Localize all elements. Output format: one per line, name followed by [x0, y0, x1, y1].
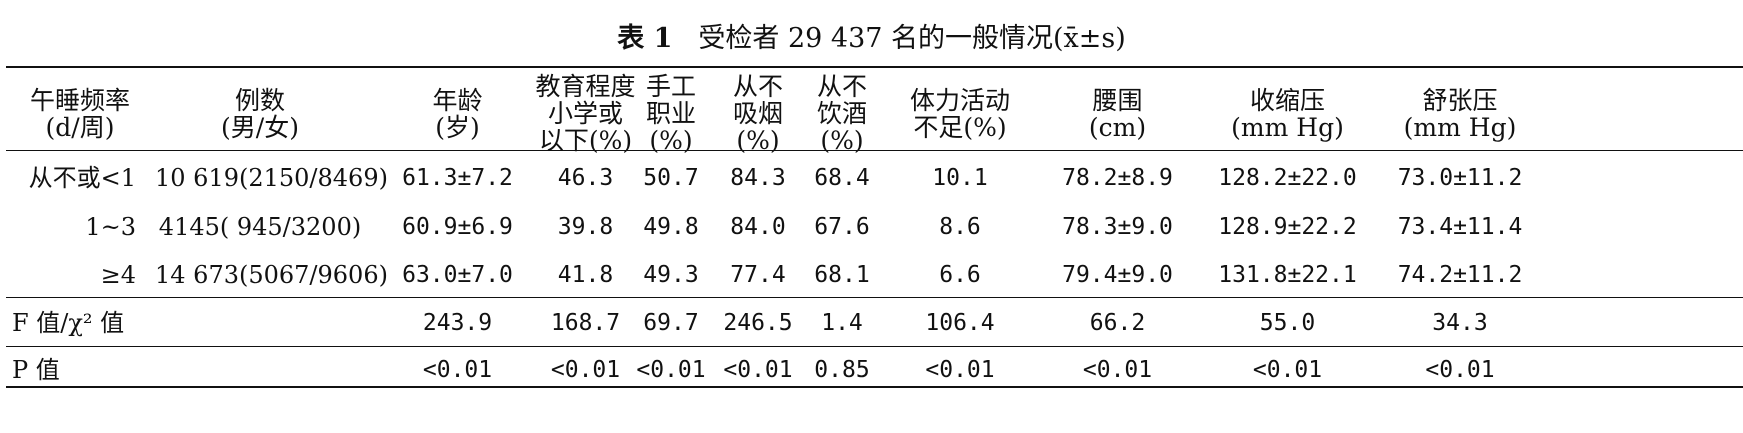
cell-never-drink: 67.6 [814, 214, 870, 240]
stat-activity: 106.4 [925, 310, 995, 336]
row-label: ≥4 [100, 261, 136, 289]
row-label: 从不或<1 [28, 164, 136, 192]
header-manual: 手工 职业 (%) [636, 73, 706, 154]
stat-label: F 值/χ² 值 [12, 309, 125, 337]
header-never-drink: 从不 饮酒 (%) [802, 73, 882, 154]
bottom-rule [6, 386, 1743, 388]
header-dbp: 舒张压 (mm Hg) [1380, 87, 1540, 141]
stat-never-smoke: 246.5 [723, 310, 793, 336]
cell-count: 14 673(5067/9606) [155, 261, 388, 289]
header-nap-frequency: 午睡频率 (d/周) [0, 87, 160, 141]
header-sbp: 收缩压 (mm Hg) [1205, 87, 1370, 141]
stat-rule [6, 346, 1743, 347]
cell-never-drink: 68.4 [814, 165, 870, 191]
cell-dbp: 73.4±11.4 [1397, 214, 1523, 240]
header-count: 例数 (男/女) [160, 87, 360, 141]
header-sbp-line1: 收缩压 [1249, 86, 1325, 115]
stat-never-drink: 1.4 [821, 310, 863, 336]
header-nap-frequency-line2: (d/周) [45, 113, 115, 142]
stat-age: <0.01 [422, 357, 493, 383]
cell-never-smoke: 84.3 [730, 165, 786, 191]
header-never-smoke-line1: 从不 [732, 72, 783, 101]
stat-manual: 69.7 [643, 310, 699, 336]
header-rule [6, 150, 1743, 151]
top-rule [6, 66, 1743, 68]
stat-waist: 66.2 [1089, 310, 1146, 336]
header-education-line3: 以下(%) [538, 126, 633, 155]
cell-never-smoke: 77.4 [730, 262, 786, 288]
cell-waist: 79.4±9.0 [1062, 262, 1173, 288]
stat-waist: <0.01 [1082, 357, 1153, 383]
header-education-line2: 小学或 [547, 99, 623, 128]
cell-education: 39.8 [557, 214, 614, 240]
body-rule [6, 297, 1743, 298]
header-activity-line2: 不足(%) [913, 113, 1007, 142]
header-waist-line1: 腰围 [1092, 86, 1143, 115]
cell-waist: 78.2±8.9 [1062, 165, 1173, 191]
cell-age: 61.3±7.2 [402, 165, 513, 191]
stat-sbp: 55.0 [1259, 310, 1316, 336]
cell-dbp: 73.0±11.2 [1397, 165, 1523, 191]
cell-dbp: 74.2±11.2 [1397, 262, 1523, 288]
cell-count: 4145( 945/3200) [158, 213, 362, 241]
header-education-line1: 教育程度 [535, 72, 636, 101]
cell-manual: 49.8 [643, 214, 699, 240]
stat-never-drink: 0.85 [814, 357, 870, 383]
table-caption: 表 1 受检者 29 437 名的一般情况(x̄±s) [0, 22, 1743, 56]
cell-manual: 49.3 [643, 262, 699, 288]
header-waist: 腰围 (cm) [1050, 87, 1185, 141]
header-dbp-line2: (mm Hg) [1403, 113, 1517, 142]
header-age-line1: 年龄 [432, 86, 483, 115]
header-age: 年龄 (岁) [390, 87, 525, 141]
cell-sbp: 128.9±22.2 [1218, 214, 1357, 240]
cell-count: 10 619(2150/8469) [155, 164, 388, 192]
row-label: 1~3 [85, 213, 136, 241]
stat-education: <0.01 [550, 357, 621, 383]
cell-activity: 6.6 [939, 262, 981, 288]
header-count-line2: (男/女) [221, 113, 299, 142]
header-never-smoke-line3: (%) [736, 126, 780, 155]
header-never-drink-line1: 从不 [816, 72, 867, 101]
cell-never-drink: 68.1 [814, 262, 870, 288]
caption-label: 表 1 [617, 23, 673, 54]
cell-age: 63.0±7.0 [402, 262, 513, 288]
header-manual-line2: 职业 [645, 99, 696, 128]
header-age-line2: (岁) [435, 113, 480, 142]
header-manual-line1: 手工 [645, 72, 696, 101]
stat-dbp: <0.01 [1425, 357, 1495, 383]
cell-education: 46.3 [557, 165, 614, 191]
header-never-smoke-line2: 吸烟 [732, 99, 783, 128]
stat-label: P 值 [12, 356, 60, 384]
cell-activity: 8.6 [939, 214, 981, 240]
header-never-drink-line3: (%) [820, 126, 864, 155]
cell-sbp: 128.2±22.0 [1218, 165, 1357, 191]
header-nap-frequency-line1: 午睡频率 [29, 86, 130, 115]
stat-age: 243.9 [422, 310, 493, 336]
header-activity-line1: 体力活动 [909, 86, 1010, 115]
header-count-line1: 例数 [234, 86, 285, 115]
header-sbp-line2: (mm Hg) [1231, 113, 1344, 142]
stat-education: 168.7 [550, 310, 621, 336]
cell-education: 41.8 [557, 262, 614, 288]
cell-age: 60.9±6.9 [402, 214, 513, 240]
cell-manual: 50.7 [643, 165, 699, 191]
header-activity: 体力活动 不足(%) [895, 87, 1025, 141]
header-manual-line3: (%) [649, 126, 693, 155]
stat-activity: <0.01 [925, 357, 995, 383]
cell-sbp: 131.8±22.1 [1218, 262, 1357, 288]
header-dbp-line1: 舒张压 [1422, 86, 1498, 115]
stat-manual: <0.01 [636, 357, 706, 383]
header-education: 教育程度 小学或 以下(%) [533, 73, 638, 154]
header-never-drink-line2: 饮酒 [816, 99, 867, 128]
cell-never-smoke: 84.0 [730, 214, 786, 240]
caption-text: 受检者 29 437 名的一般情况(x̄±s) [698, 23, 1126, 54]
header-never-smoke: 从不 吸烟 (%) [718, 73, 798, 154]
cell-activity: 10.1 [932, 165, 988, 191]
stat-dbp: 34.3 [1432, 310, 1488, 336]
header-waist-line2: (cm) [1088, 113, 1147, 142]
stat-sbp: <0.01 [1252, 357, 1323, 383]
cell-waist: 78.3±9.0 [1062, 214, 1173, 240]
stat-never-smoke: <0.01 [723, 357, 793, 383]
